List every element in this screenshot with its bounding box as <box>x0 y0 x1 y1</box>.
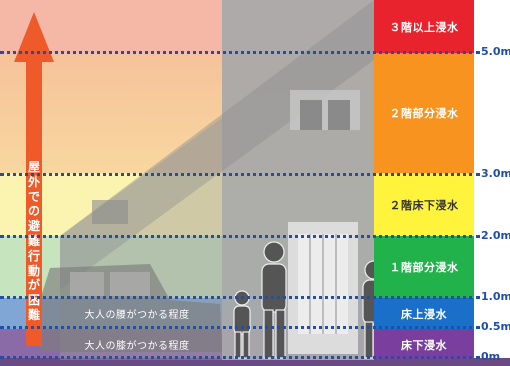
level-1f-partial: １階部分浸水 <box>374 236 474 298</box>
depth-line-5m <box>0 51 480 54</box>
depth-label-05m: 0.5m <box>481 320 510 333</box>
ground-strip <box>0 358 510 366</box>
level-above-floor: 床上浸水 <box>374 298 474 329</box>
level-2f-underfloor: ２階床下浸水 <box>374 173 474 236</box>
knee-annotation: 大人の膝がつかる程度 <box>84 341 190 352</box>
depth-label-0m: 0m <box>481 350 501 363</box>
level-2f-partial: ２階部分浸水 <box>374 53 474 173</box>
depth-line-1m <box>0 296 480 299</box>
depth-label-5m: 5.0m <box>481 45 510 58</box>
evacuation-arrow <box>14 12 54 346</box>
depth-label-1m: 1.0m <box>481 290 510 303</box>
depth-line-3m <box>0 173 480 176</box>
waist-annotation: 大人の腰がつかる程度 <box>84 310 190 321</box>
depth-label-3m: 3.0m <box>481 167 510 180</box>
level-3f-and-above: ３階以上浸水 <box>374 0 474 53</box>
depth-line-2m <box>0 235 480 238</box>
house-illustration <box>40 0 374 360</box>
level-below-floor: 床下浸水 <box>374 329 474 360</box>
depth-label-2m: 2.0m <box>481 229 510 242</box>
depth-line-05m <box>0 326 480 329</box>
depth-line-0m <box>0 356 480 359</box>
